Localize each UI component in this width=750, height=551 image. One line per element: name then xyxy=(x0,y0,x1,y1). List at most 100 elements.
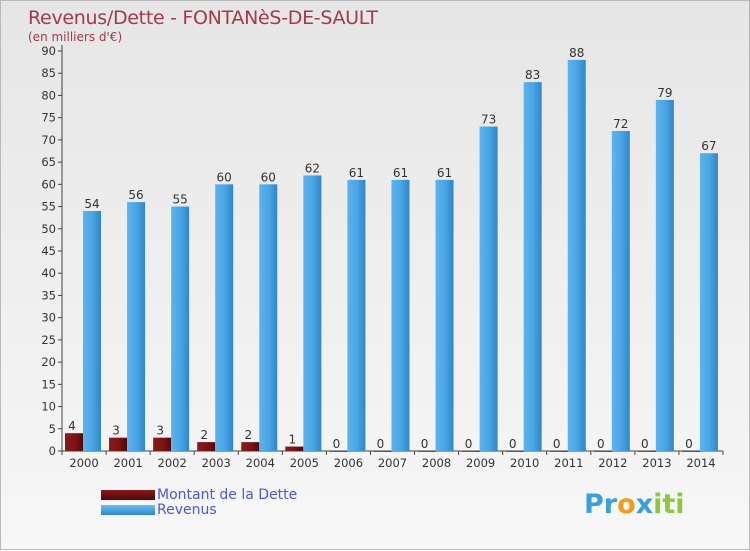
y-tick-label: 30 xyxy=(41,311,56,325)
data-label-dette-2008: 0 xyxy=(421,437,429,451)
data-label-revenus-2003: 60 xyxy=(217,170,232,184)
logo-letter: P xyxy=(584,489,604,520)
y-tick-label: 70 xyxy=(41,133,56,147)
bar-revenus-2005 xyxy=(303,175,322,451)
bar-dette-2004 xyxy=(241,442,260,451)
bar-revenus-2004 xyxy=(259,184,278,452)
logo-letter: i xyxy=(675,489,685,520)
y-tick-label: 25 xyxy=(41,333,56,347)
x-tick-label: 2002 xyxy=(158,456,187,470)
x-tick-label: 2013 xyxy=(642,456,671,470)
x-tick-label: 2012 xyxy=(598,456,627,470)
bar-dette-2010 xyxy=(505,451,524,452)
y-tick-label: 65 xyxy=(41,155,56,169)
y-tick-label: 80 xyxy=(41,88,56,102)
bar-revenus-2001 xyxy=(127,202,146,451)
bar-dette-2013 xyxy=(637,451,656,452)
data-label-dette-2007: 0 xyxy=(377,437,385,451)
data-label-revenus-2011: 88 xyxy=(569,46,584,60)
data-label-revenus-2014: 67 xyxy=(701,139,716,153)
logo-letter: i xyxy=(653,489,663,520)
legend-swatch-dette xyxy=(101,489,155,500)
data-label-dette-2003: 2 xyxy=(200,428,208,442)
bar-revenus-2002 xyxy=(171,206,190,451)
y-tick-label: 20 xyxy=(41,355,56,369)
y-tick-label: 0 xyxy=(49,444,56,458)
proxiti-logo: Proxiti xyxy=(584,489,685,520)
bar-dette-2014 xyxy=(681,451,700,452)
y-tick-label: 45 xyxy=(41,244,56,258)
data-label-revenus-2010: 83 xyxy=(525,68,540,82)
bar-dette-2002 xyxy=(153,437,172,451)
data-label-revenus-2008: 61 xyxy=(437,166,452,180)
y-tick-label: 85 xyxy=(41,66,56,80)
bar-dette-2006 xyxy=(329,451,348,452)
x-tick-label: 2005 xyxy=(290,456,319,470)
chart-title: Revenus/Dette - FONTANèS-DE-SAULT xyxy=(28,7,378,29)
data-label-dette-2004: 2 xyxy=(244,428,252,442)
bar-revenus-2008 xyxy=(435,179,454,451)
bar-dette-2000 xyxy=(65,433,83,451)
data-label-revenus-2013: 79 xyxy=(657,86,672,100)
y-tick-label: 15 xyxy=(41,377,56,391)
bar-revenus-2012 xyxy=(611,131,630,451)
x-tick-label: 2011 xyxy=(554,456,583,470)
data-label-revenus-2005: 62 xyxy=(305,161,320,175)
data-label-dette-2005: 1 xyxy=(289,433,297,447)
bar-dette-2009 xyxy=(461,451,480,452)
data-label-revenus-2002: 55 xyxy=(172,193,187,207)
data-label-revenus-2007: 61 xyxy=(393,166,408,180)
data-label-dette-2001: 3 xyxy=(112,424,120,438)
y-tick-label: 90 xyxy=(41,44,56,58)
bar-dette-2008 xyxy=(417,451,436,452)
x-tick-label: 2007 xyxy=(378,456,407,470)
y-tick-label: 10 xyxy=(41,400,56,414)
x-tick-label: 2003 xyxy=(202,456,231,470)
logo-letter: o xyxy=(617,489,636,520)
bar-revenus-2000 xyxy=(83,211,101,451)
y-tick-label: 40 xyxy=(41,266,56,280)
x-tick-label: 2014 xyxy=(686,456,715,470)
y-tick-label: 55 xyxy=(41,200,56,214)
chart-subtitle: (en milliers d'€) xyxy=(28,30,123,44)
data-label-revenus-2000: 54 xyxy=(84,197,99,211)
data-label-dette-2011: 0 xyxy=(553,437,561,451)
y-tick-label: 50 xyxy=(41,222,56,236)
y-tick-label: 60 xyxy=(41,177,56,191)
bar-dette-2007 xyxy=(373,451,392,452)
data-label-revenus-2006: 61 xyxy=(349,166,364,180)
logo-letter: x xyxy=(635,489,654,520)
data-label-dette-2000: 4 xyxy=(68,419,76,433)
data-label-dette-2009: 0 xyxy=(465,437,473,451)
data-label-revenus-2004: 60 xyxy=(261,170,276,184)
bar-revenus-2007 xyxy=(391,179,410,451)
bar-revenus-2003 xyxy=(215,184,234,452)
bar-dette-2003 xyxy=(197,442,216,451)
data-label-revenus-2009: 73 xyxy=(481,113,496,127)
y-tick-label: 35 xyxy=(41,288,56,302)
bar-dette-2011 xyxy=(549,451,568,452)
x-tick-label: 2001 xyxy=(113,456,142,470)
data-label-dette-2012: 0 xyxy=(597,437,605,451)
x-tick-label: 2009 xyxy=(466,456,495,470)
legend: Montant de la Dette Revenus xyxy=(101,487,297,518)
x-tick-label: 2006 xyxy=(334,456,363,470)
logo-letter: t xyxy=(662,489,676,520)
legend-item-dette: Montant de la Dette xyxy=(101,487,297,503)
legend-item-revenus: Revenus xyxy=(101,502,297,518)
bar-revenus-2006 xyxy=(347,179,366,451)
bar-revenus-2010 xyxy=(523,82,542,451)
bar-revenus-2013 xyxy=(655,99,674,451)
bar-dette-2005 xyxy=(285,446,304,451)
bar-dette-2012 xyxy=(593,451,612,452)
bar-revenus-2011 xyxy=(567,59,586,452)
bar-revenus-2009 xyxy=(479,126,498,452)
data-label-dette-2013: 0 xyxy=(641,437,649,451)
legend-swatch-revenus xyxy=(101,504,155,515)
x-tick-label: 2008 xyxy=(422,456,451,470)
data-label-dette-2006: 0 xyxy=(333,437,341,451)
y-tick-label: 75 xyxy=(41,111,56,125)
bar-revenus-2014 xyxy=(699,153,718,451)
